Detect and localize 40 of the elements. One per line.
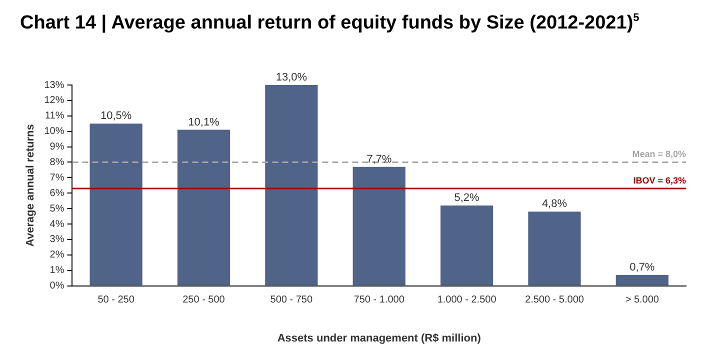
bar (352, 166, 406, 286)
x-tick-label: 1.000 - 2.500 (437, 294, 497, 306)
bar (528, 212, 581, 286)
x-tick-label: 250 - 500 (182, 294, 226, 306)
bar (440, 205, 494, 286)
x-tick-label: > 5.000 (625, 294, 660, 306)
data-label: 13,0% (276, 72, 308, 84)
y-tick-label: 9% (50, 142, 64, 153)
data-label: 7,7% (366, 153, 392, 166)
y-tick-label: 2% (50, 250, 64, 261)
data-label: 10,5% (100, 110, 132, 122)
bar (177, 130, 230, 286)
chart-title: Chart 14 | Average annual return of equity funds by Size (2012-2021)$^{5}$ (20, 12, 640, 34)
x-tick-label: 2.500 - 5.000 (525, 294, 584, 306)
ref-line-label: Mean = 8,0% (632, 149, 686, 160)
y-tick-label: 4% (50, 218, 64, 230)
y-tick-label: 6% (50, 188, 64, 199)
data-label: 4,8% (542, 198, 568, 210)
bar (90, 124, 142, 286)
y-tick-label: 3% (50, 234, 64, 246)
y-axis-title: Average annual returns (24, 124, 37, 247)
data-label: 0,7% (630, 262, 655, 274)
y-tick-label: 12% (44, 95, 64, 106)
x-tick-label: 750 - 1.000 (354, 294, 405, 306)
y-tick-label: 5% (50, 203, 64, 214)
y-tick-label: 13% (44, 80, 64, 91)
x-tick-label: 50 - 250 (98, 294, 135, 306)
y-tick-label: 0% (50, 280, 64, 292)
bar (265, 85, 318, 286)
bar (616, 274, 668, 286)
x-tick-label: 500 - 750 (270, 294, 313, 306)
ref-line-label: IBOV = 6,3% (633, 175, 686, 186)
y-tick-label: 8% (50, 156, 64, 168)
y-tick-label: 10% (44, 126, 64, 138)
x-axis-title: Assets under management (R$ million) (277, 332, 482, 344)
data-label: 5,2% (454, 192, 480, 204)
y-tick-label: 7% (50, 172, 64, 184)
y-tick-label: 11% (44, 110, 64, 122)
y-tick-label: 1% (50, 265, 64, 276)
data-label: 10,1% (188, 116, 220, 128)
